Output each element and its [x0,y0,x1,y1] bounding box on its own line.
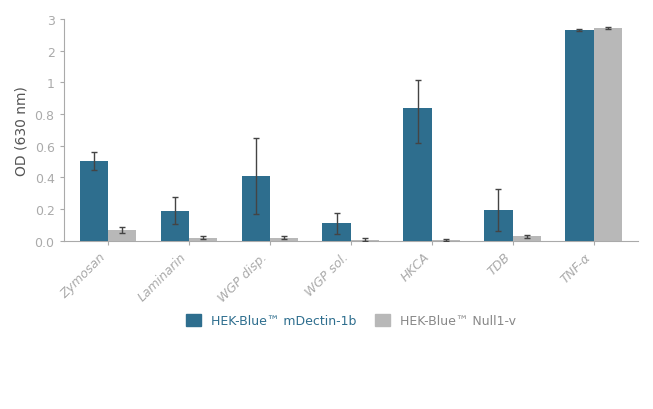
Bar [594,29,622,241]
Y-axis label: OD (630 nm): OD (630 nm) [15,86,29,175]
Bar [404,108,432,241]
Bar [80,162,108,241]
Bar [485,210,513,241]
Bar [565,31,594,241]
Bar [161,211,189,241]
Bar [351,240,379,241]
Bar [242,176,270,241]
Bar [108,230,136,241]
Bar [323,224,351,241]
Legend: HEK-Blue™ mDectin-1b, HEK-Blue™ Null1-v: HEK-Blue™ mDectin-1b, HEK-Blue™ Null1-v [181,310,521,333]
Bar [270,238,298,241]
Bar [513,236,541,241]
Bar [432,240,460,241]
Bar [189,238,217,241]
